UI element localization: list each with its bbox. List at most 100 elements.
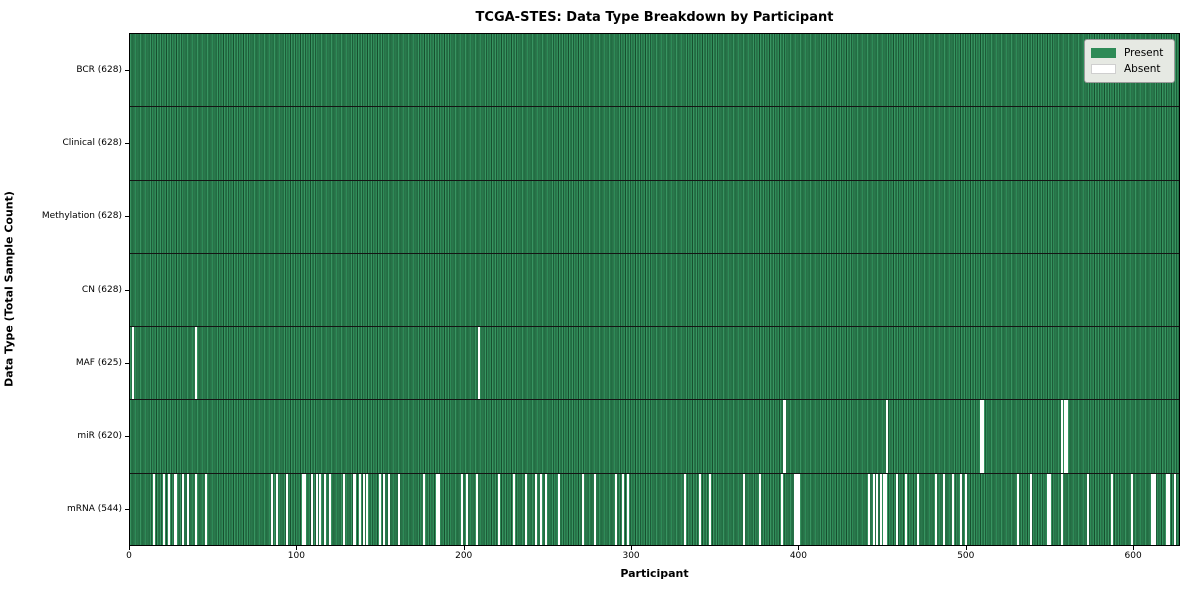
x-tick-mark [129,546,130,550]
absent-stripe [362,473,365,545]
x-tick-label-400: 400 [789,551,808,561]
absent-stripe [310,473,313,545]
absent-stripe [437,473,440,545]
absent-stripe [784,400,787,473]
absent-stripe [397,473,400,545]
absent-stripe [153,473,156,545]
row-Clinical [130,107,1179,181]
x-tick-label-500: 500 [957,551,975,561]
absent-stripe [742,473,745,545]
x-tick-mark [965,546,967,550]
absent-stripe [581,473,584,545]
absent-stripe [1154,473,1157,545]
absent-stripe [422,473,425,545]
y-tick-mark [125,362,129,364]
absent-stripe [315,473,318,545]
absent-stripe [205,473,208,545]
absent-stripe [794,473,797,545]
absent-stripe [354,473,357,545]
absent-stripe [1060,400,1063,473]
x-tick-mark [798,546,800,550]
absent-stripe [379,473,382,545]
absent-stripe [1165,473,1168,545]
legend-label-absent: Absent [1124,63,1161,75]
absent-stripe [436,473,439,545]
absent-stripe [981,400,984,473]
absent-stripe [270,473,273,545]
absent-stripe [181,473,184,545]
absent-stripe [1110,473,1113,545]
plot-area [129,33,1180,546]
absent-stripe [782,400,785,473]
absent-stripe [304,473,307,545]
absent-stripe [359,473,362,545]
absent-stripe [886,400,889,473]
absent-stripe [1065,400,1068,473]
row-BCR [130,34,1179,108]
absent-stripe [131,327,134,400]
row-CN [130,253,1179,328]
chart-title: TCGA-STES: Data Type Breakdown by Partic… [475,10,834,25]
absent-stripe [524,473,527,545]
absent-stripe [478,327,481,400]
absent-stripe [916,473,919,545]
absent-stripe [545,473,548,545]
absent-stripe [1150,473,1153,545]
absent-stripe [1060,473,1063,545]
absent-stripe [535,473,537,545]
absent-stripe [461,473,464,545]
absent-stripe [319,473,322,545]
absent-stripe [896,473,899,545]
absent-stripe [329,473,332,545]
x-tick-label-100: 100 [287,551,305,561]
x-tick-label-0: 0 [126,551,132,561]
absent-stripe [965,473,968,545]
absent-stripe [513,473,516,545]
row-Methylation [130,180,1179,254]
y-tick-label-CN: CN (628) [81,284,122,295]
absent-stripe [883,473,886,545]
legend-item-present: Present [1091,45,1166,61]
x-tick-mark [1133,546,1135,550]
absent-stripe [879,473,882,545]
absent-stripe [683,473,686,545]
absent-stripe [476,473,479,545]
absent-stripe [558,473,561,545]
legend-item-absent: Absent [1091,61,1166,77]
absent-stripe [1048,473,1051,545]
absent-stripe [884,473,887,545]
absent-stripe [275,473,278,545]
y-tick-label-Clinical: Clinical (628) [62,137,122,148]
absent-stripe [943,473,946,545]
absent-stripe [1130,473,1133,545]
absent-stripe [498,473,501,545]
y-tick-label-miR: miR (620) [77,431,122,442]
y-tick-mark [125,142,129,144]
legend-swatch-present-icon [1091,48,1116,58]
absent-stripe [868,473,871,545]
x-tick-mark [296,546,298,550]
absent-stripe [797,473,800,545]
absent-stripe [163,473,166,545]
x-tick-label-200: 200 [455,551,473,561]
row-MAF [130,327,1179,401]
absent-stripe [365,473,368,545]
legend: Present Absent [1084,39,1175,83]
absent-stripe [904,473,907,545]
absent-stripe [593,473,596,545]
absent-stripe [324,473,327,545]
absent-stripe [1152,473,1155,545]
x-tick-mark [463,546,465,550]
absent-stripe [627,473,630,545]
y-tick-label-Methylation: Methylation (628) [41,211,122,222]
absent-stripe [1016,473,1019,545]
absent-stripe [1174,473,1177,545]
absent-stripe [951,473,954,545]
absent-stripe [1087,473,1090,545]
y-tick-label-BCR: BCR (628) [76,64,122,75]
absent-stripe [781,473,784,545]
absent-stripe [1030,473,1033,545]
x-tick-label-300: 300 [622,551,640,561]
absent-stripe [1063,400,1066,473]
